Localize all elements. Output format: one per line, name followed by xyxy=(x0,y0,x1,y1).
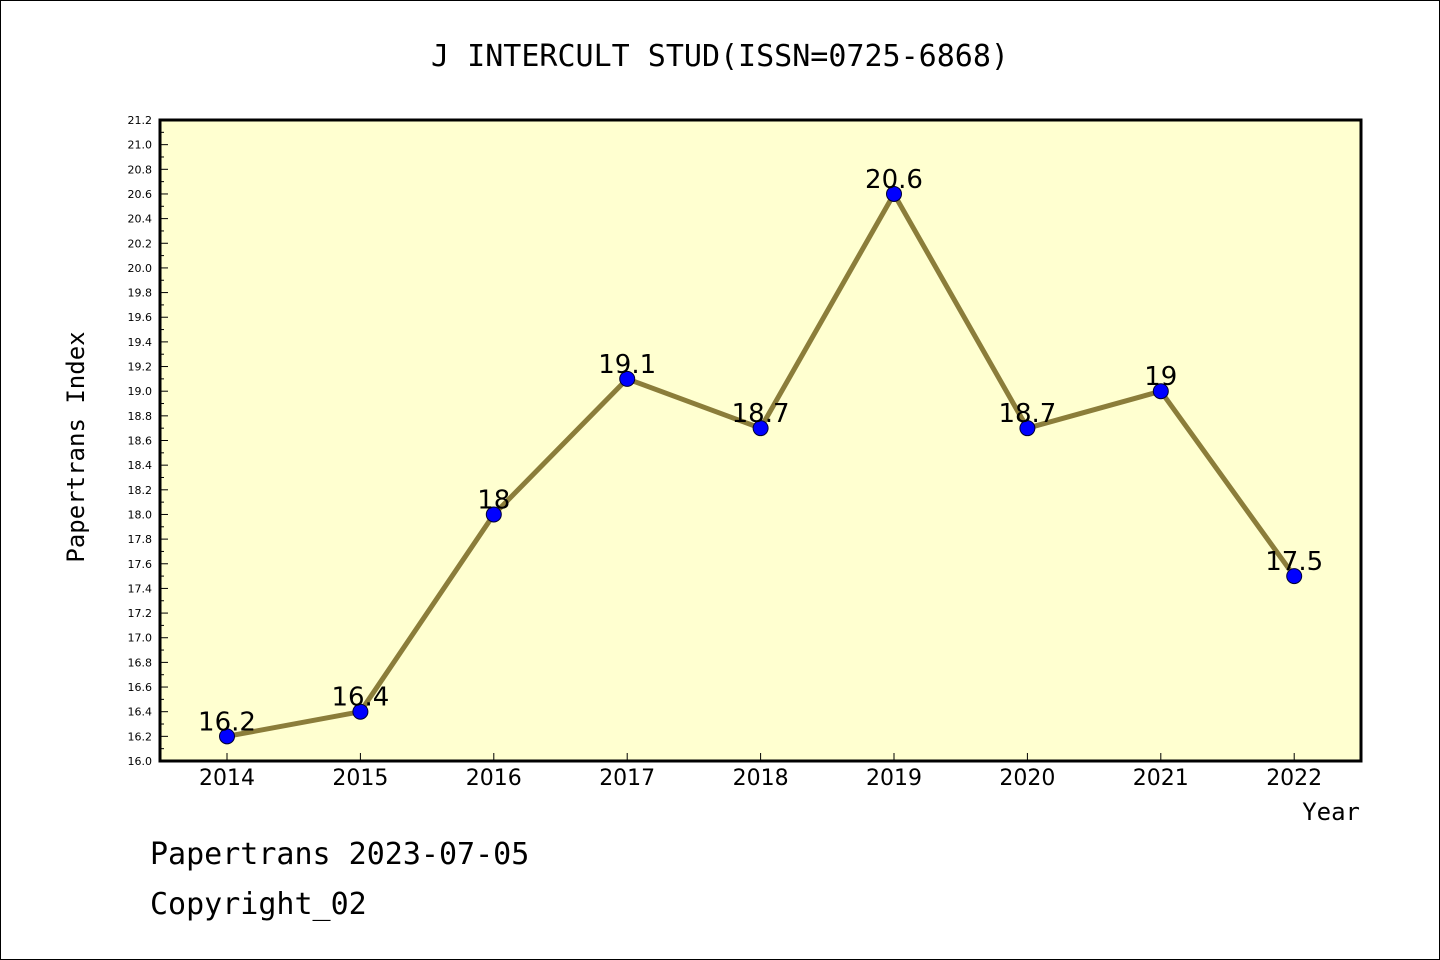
y-tick-label: 17.2 xyxy=(128,607,153,620)
y-tick-label: 20.8 xyxy=(128,163,153,176)
y-tick-label: 18.2 xyxy=(128,484,153,497)
y-tick-label: 17.8 xyxy=(128,533,153,546)
x-tick-label: 2018 xyxy=(733,766,789,791)
x-tick-label: 2021 xyxy=(1133,766,1189,791)
data-label: 18.7 xyxy=(732,399,790,429)
x-axis-label: Year xyxy=(1302,798,1360,826)
y-tick-label: 20.6 xyxy=(128,188,153,201)
footer-copyright: Copyright_02 xyxy=(150,887,367,922)
y-axis-label: Papertrans Index xyxy=(62,331,90,562)
y-axis-ticks: 16.0 16.2 16.4 16.6 16.8 17.0 17.2 17.4 17.6 17.8… xyxy=(128,114,168,768)
y-tick-label: 16.0 xyxy=(128,755,153,768)
y-tick-label: 20.2 xyxy=(128,237,153,250)
y-tick-label: 20.4 xyxy=(128,213,153,226)
x-tick-label: 2015 xyxy=(332,766,388,791)
series-group: 16.2 16.4 18 19.1 18.7 20.6 18.7 19 17.5 xyxy=(198,165,1323,745)
y-tick-label: 18.0 xyxy=(128,508,153,521)
y-tick-label: 18.4 xyxy=(128,459,153,472)
data-point xyxy=(352,703,369,720)
x-tick-label: 2017 xyxy=(599,766,655,791)
data-label: 16.2 xyxy=(198,707,256,737)
y-tick-label: 16.6 xyxy=(128,681,153,694)
y-tick-label: 19.2 xyxy=(128,361,153,374)
x-tick-label: 2014 xyxy=(199,766,255,791)
y-tick-label: 19.0 xyxy=(128,385,153,398)
y-tick-label: 20.0 xyxy=(128,262,153,275)
data-point xyxy=(219,728,235,745)
data-point xyxy=(886,185,902,202)
plot-area xyxy=(160,120,1361,761)
y-tick-label: 16.8 xyxy=(128,656,153,669)
y-tick-label: 17.4 xyxy=(128,582,153,595)
plot-border xyxy=(158,118,1363,763)
data-point xyxy=(619,370,636,387)
data-label: 18 xyxy=(477,485,510,515)
chart-title: J INTERCULT STUD(ISSN=0725-6868) xyxy=(431,39,1009,74)
x-tick-label: 2022 xyxy=(1266,766,1322,791)
y-tick-label: 19.6 xyxy=(128,311,153,324)
data-label: 16.4 xyxy=(331,683,389,713)
y-tick-label: 19.4 xyxy=(128,336,153,349)
y-tick-label: 18.6 xyxy=(128,435,153,448)
y-tick-label: 16.4 xyxy=(128,706,153,719)
y-tick-label: 18.8 xyxy=(128,410,153,423)
y-tick-label: 19.8 xyxy=(128,287,153,300)
x-tick-label: 2019 xyxy=(866,766,922,791)
x-axis-ticks: 2014 2015 2016 2017 2018 2019 2020 2021 2022 xyxy=(199,753,1322,791)
x-tick-label: 2016 xyxy=(466,766,522,791)
y-tick-label: 21.0 xyxy=(128,139,153,152)
data-point xyxy=(1019,420,1036,437)
x-tick-label: 2020 xyxy=(999,766,1055,791)
y-tick-label: 16.2 xyxy=(128,730,153,743)
data-point xyxy=(1152,383,1169,400)
data-label: 20.6 xyxy=(865,165,923,195)
data-label: 19 xyxy=(1144,362,1177,392)
y-tick-label: 17.6 xyxy=(128,558,153,571)
data-point xyxy=(485,506,502,523)
y-tick-label: 17.0 xyxy=(128,632,153,645)
data-point xyxy=(1286,568,1303,585)
y-tick-label: 21.2 xyxy=(128,114,153,127)
footer-date: Papertrans 2023-07-05 xyxy=(150,837,529,872)
data-label: 18.7 xyxy=(998,399,1056,429)
data-label: 17.5 xyxy=(1265,547,1323,577)
data-point xyxy=(752,420,769,437)
data-label: 19.1 xyxy=(598,350,656,380)
